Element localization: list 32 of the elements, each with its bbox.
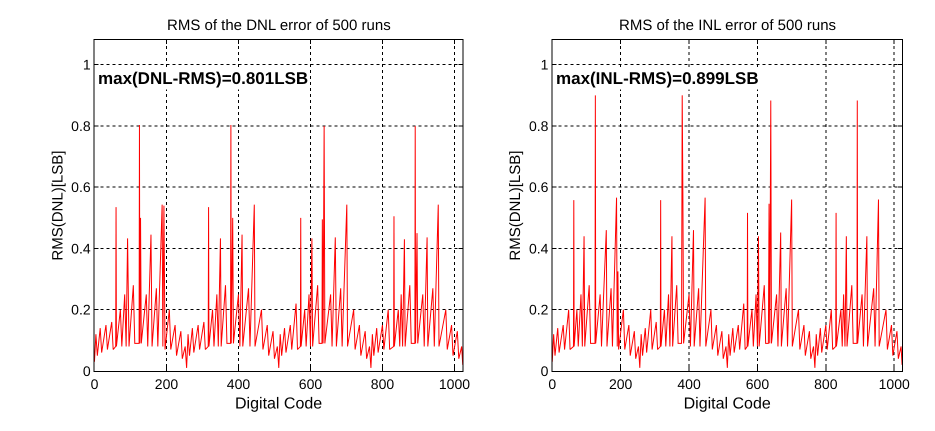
y-axis-title: RMS(DNL)[LSB] [507,150,524,261]
y-tick-label: 0.4 [71,240,91,256]
x-tick-label: 600 [746,376,770,392]
chart-title: RMS of the INL error of 500 runs [619,17,836,34]
x-tick-label: 1000 [878,376,910,392]
y-tick-label: 0.2 [71,302,91,318]
x-tick-label: 1000 [438,376,470,392]
line-series [94,124,463,368]
x-tick-label: 200 [608,376,633,392]
annotation: max(INL-RMS)=0.899LSB [556,69,759,88]
y-tick-label: 0.8 [528,118,549,134]
y-tick-label: 0 [540,362,549,379]
x-tick-label: 600 [298,376,322,392]
y-tick-label: 0 [82,362,91,379]
x-tick-label: 200 [154,376,178,392]
x-axis-title: Digital Code [684,395,771,412]
y-tick-label: 0.6 [71,179,91,196]
line-series [552,94,902,368]
x-tick-label: 400 [226,376,250,392]
x-tick-label: 800 [370,376,394,392]
chart-title: RMS of the DNL error of 500 runs [167,17,391,34]
y-tick-label: 1 [82,56,91,73]
y-tick-label: 0.6 [528,179,549,196]
annotation: max(DNL-RMS)=0.801LSB [98,69,308,88]
y-tick-label: 0.8 [71,118,91,134]
x-axis-title: Digital Code [235,395,322,412]
x-tick-label: 400 [677,376,701,392]
y-tick-label: 1 [540,56,549,73]
y-tick-label: 0.2 [528,302,549,318]
y-axis-title: RMS(DNL)[LSB] [49,150,66,261]
y-tick-label: 0.4 [528,240,549,256]
x-tick-label: 800 [814,376,838,392]
